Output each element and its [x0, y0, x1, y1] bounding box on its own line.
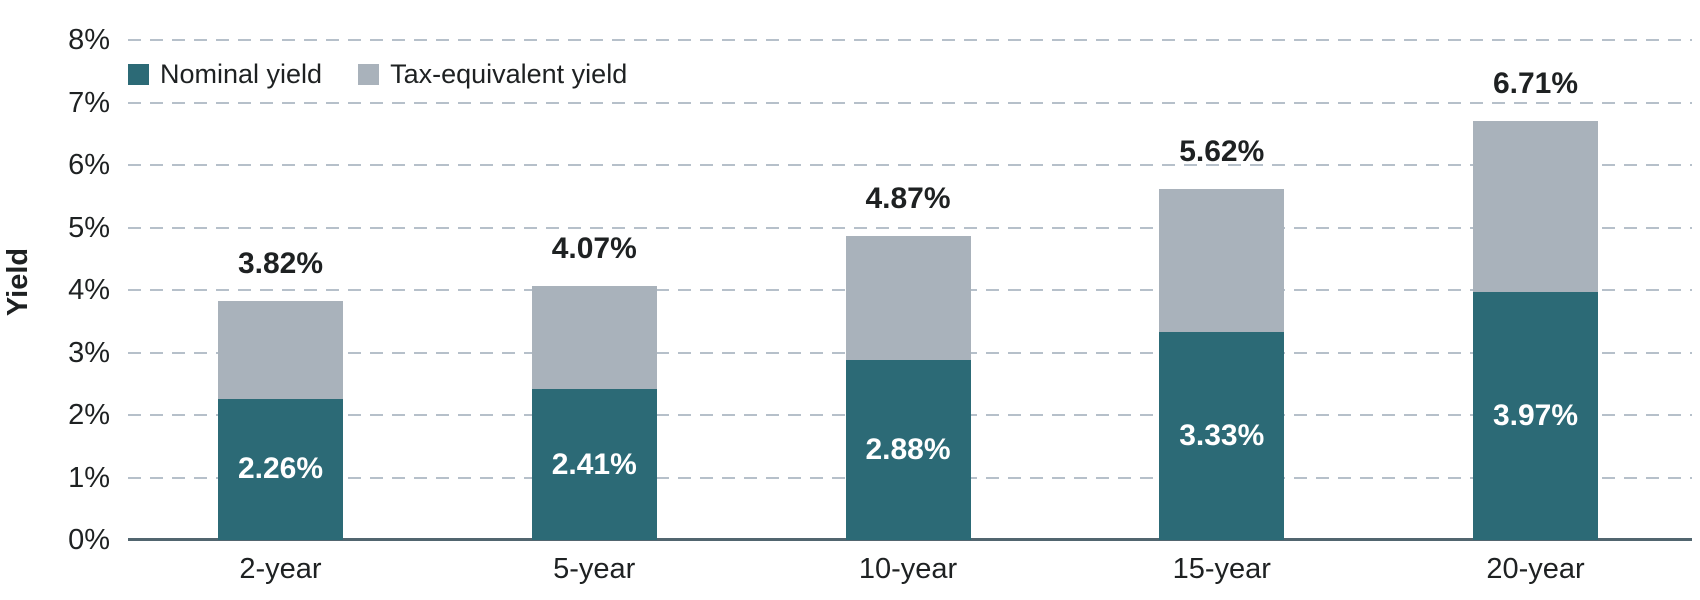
bar-segment-nominal-5-year: [531, 389, 657, 540]
bar-segment-tax-equivalent-10-year: [845, 235, 971, 360]
bar-value-total-15-year: 5.62%: [1179, 134, 1265, 168]
y-tick-8%: 8%: [68, 24, 110, 56]
bar-segment-tax-equivalent-20-year: [1473, 120, 1598, 292]
bar-segment-nominal-2-year: [218, 398, 343, 540]
bar-segment-nominal-10-year: [845, 360, 971, 540]
legend-label-tax-equivalent-yield: Tax-equivalent yield: [390, 59, 628, 89]
bar-value-nominal-10-year: 2.88%: [865, 433, 951, 466]
legend-item-nominal-yield: Nominal yield: [128, 59, 322, 89]
gridline-8%: [128, 39, 1692, 41]
bar-value-nominal-15-year: 3.33%: [1179, 418, 1265, 452]
y-tick-2%: 2%: [68, 399, 110, 431]
y-tick-6%: 6%: [68, 149, 110, 181]
bar-segment-tax-equivalent-5-year: [531, 285, 657, 390]
gridline-5%: [128, 226, 1692, 229]
y-tick-7%: 7%: [68, 86, 110, 119]
gridline-6%: [128, 164, 1692, 166]
bar-segment-tax-equivalent-2-year: [218, 301, 343, 399]
x-tick-2-year: 2-year: [239, 553, 322, 585]
bar-value-total-20-year: 6.71%: [1492, 66, 1579, 100]
bar-value-nominal-5-year: 2.41%: [551, 447, 637, 481]
gridline-7%: [128, 101, 1692, 104]
legend-swatch-tax-equivalent-yield: [358, 63, 380, 85]
x-tick-10-year: 10-year: [858, 553, 958, 585]
bar-value-nominal-20-year: 3.97%: [1492, 398, 1579, 432]
bar-value-total-2-year: 3.82%: [237, 247, 324, 281]
bar-value-total-10-year: 4.87%: [865, 181, 951, 215]
y-tick-4%: 4%: [68, 274, 110, 306]
x-tick-15-year: 15-year: [1172, 553, 1271, 585]
y-tick-0%: 0%: [68, 524, 110, 556]
legend-swatch-nominal-yield: [128, 63, 149, 85]
y-tick-1%: 1%: [68, 461, 110, 494]
bar-segment-nominal-20-year: [1473, 291, 1598, 540]
bar-value-nominal-2-year: 2.26%: [237, 452, 324, 486]
y-tick-3%: 3%: [68, 336, 110, 369]
bar-segment-tax-equivalent-15-year: [1159, 188, 1285, 332]
legend: Nominal yield Tax-equivalent yield: [128, 59, 627, 89]
legend-item-tax-equivalent-yield: Tax-equivalent yield: [358, 59, 627, 89]
plot-area: Nominal yield Tax-equivalent yield 0% 1% 2…: [68, 25, 1692, 585]
x-tick-5-year: 5-year: [553, 553, 636, 585]
legend-label-nominal-yield: Nominal yield: [160, 59, 323, 89]
bar-segment-nominal-15-year: [1159, 331, 1285, 540]
bar-value-total-5-year: 4.07%: [551, 231, 637, 265]
x-tick-20-year: 20-year: [1486, 553, 1585, 585]
y-tick-5%: 5%: [68, 211, 110, 244]
